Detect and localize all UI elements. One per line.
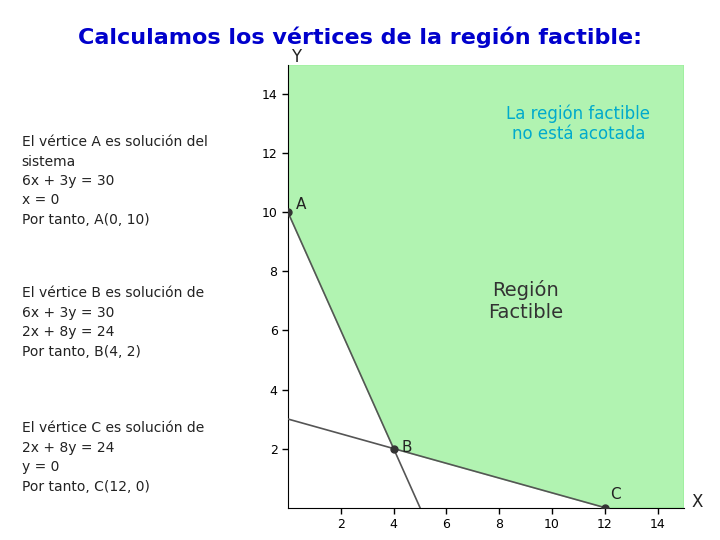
- Text: B: B: [402, 440, 412, 455]
- Text: El vértice C es solución de
2x + 8y = 24
y = 0
Por tanto, C(12, 0): El vértice C es solución de 2x + 8y = 24…: [22, 421, 204, 494]
- Text: Y: Y: [291, 48, 301, 66]
- Text: Calculamos los vértices de la región factible:: Calculamos los vértices de la región fac…: [78, 27, 642, 49]
- Text: El vértice B es solución de
6x + 3y = 30
2x + 8y = 24
Por tanto, B(4, 2): El vértice B es solución de 6x + 3y = 30…: [22, 286, 204, 359]
- Polygon shape: [288, 65, 684, 508]
- Text: C: C: [610, 487, 621, 502]
- Text: El vértice A es solución del
sistema
6x + 3y = 30
x = 0
Por tanto, A(0, 10): El vértice A es solución del sistema 6x …: [22, 135, 207, 227]
- Text: Región
Factible: Región Factible: [488, 280, 563, 322]
- Text: X: X: [692, 492, 703, 511]
- Text: La región factible
no está acotada: La región factible no está acotada: [506, 104, 650, 144]
- Text: A: A: [296, 198, 306, 212]
